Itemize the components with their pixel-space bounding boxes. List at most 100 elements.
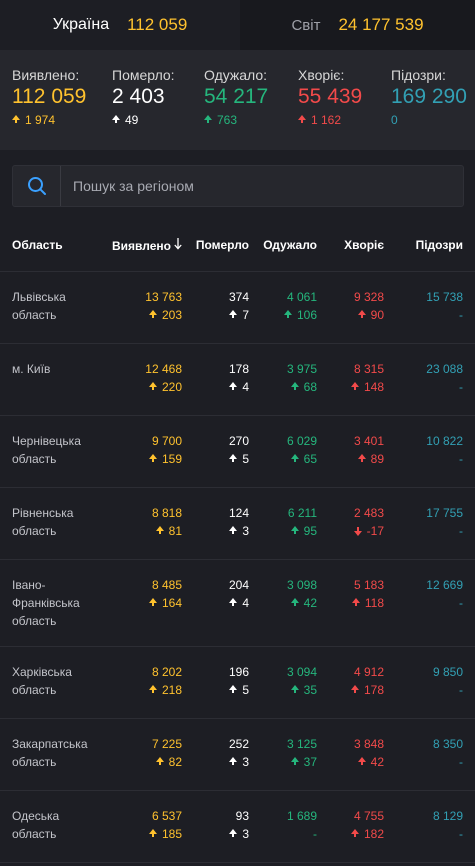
arrow-up-icon: [148, 382, 157, 392]
detected-cell: 7 225 82: [152, 735, 182, 771]
summary-sick: Хворіє: 55 439 1 162: [298, 67, 362, 127]
suspected-delta-value: -: [459, 524, 463, 538]
arrow-up-icon: [290, 685, 299, 695]
region-name: Рівненська область: [12, 506, 74, 538]
detected-delta: 220: [145, 378, 182, 396]
recovered-cell: 1 689 -: [287, 807, 317, 843]
suspected-cell: 17 755 -: [426, 504, 463, 540]
sick-value: 5 183: [353, 578, 384, 592]
detected-cell: 6 537 185: [148, 807, 182, 843]
sick-delta: 89: [354, 450, 384, 468]
sick-delta: -17: [353, 522, 384, 540]
table-body: Львівська область 13 763 203 374 7 4 061 106 9 …: [0, 272, 475, 863]
dead-delta: 4: [229, 378, 249, 396]
recovered-delta-value: 37: [303, 755, 317, 769]
summary-delta: 49: [112, 113, 175, 127]
recovered-delta: -: [287, 825, 317, 843]
arrow-up-icon: [350, 829, 359, 839]
sick-value: 8 315: [353, 362, 384, 376]
sick-value: 9 328: [353, 290, 384, 304]
recovered-delta-value: 106: [296, 308, 317, 322]
detected-delta: 185: [148, 825, 182, 843]
search-input[interactable]: [61, 178, 463, 194]
recovered-cell: 4 061 106: [283, 288, 317, 324]
tab-ukraine[interactable]: Україна 112 059: [0, 0, 240, 50]
summary-delta-value: 763: [217, 113, 238, 127]
header-suspected[interactable]: Підозри: [415, 238, 463, 252]
table-row[interactable]: Одеська область 6 537 185 93 3 1 689-4 755 182…: [0, 791, 475, 863]
detected-value: 6 537: [151, 809, 182, 823]
suspected-delta: -: [433, 825, 463, 843]
summary-value: 112 059: [12, 85, 87, 108]
recovered-value: 6 211: [287, 506, 317, 520]
suspected-delta-value: -: [459, 308, 463, 322]
header-recovered[interactable]: Одужало: [263, 238, 317, 252]
detected-value: 8 818: [151, 506, 182, 520]
recovered-delta-value: -: [313, 827, 317, 841]
arrow-up-icon: [298, 115, 306, 125]
recovered-delta-value: 42: [303, 596, 317, 610]
table-header: Область Виявлено Померло Одужало Хворіє …: [0, 222, 475, 272]
arrow-up-icon: [357, 310, 366, 320]
summary-delta: 1 162: [298, 113, 362, 127]
suspected-delta-value: -: [459, 755, 463, 769]
recovered-cell: 3 125 37: [287, 735, 317, 771]
regions-table: Область Виявлено Померло Одужало Хворіє …: [0, 222, 475, 863]
region-name: Івано-Франківська область: [12, 578, 80, 628]
search-icon[interactable]: [13, 166, 61, 206]
summary-delta-value: 49: [125, 113, 139, 127]
arrow-up-icon: [283, 310, 292, 320]
table-row[interactable]: Рівненська область 8 818 81 124 3 6 211 95 2 48…: [0, 488, 475, 560]
arrow-up-icon: [290, 598, 299, 608]
arrow-up-icon: [148, 829, 157, 839]
detected-delta-value: 159: [161, 452, 182, 466]
table-row[interactable]: Івано-Франківська область 8 485 164 204 4 3 0…: [0, 560, 475, 647]
dead-cell: 196 5: [229, 663, 249, 699]
suspected-value: 8 129: [432, 809, 463, 823]
arrow-up-icon: [112, 115, 120, 125]
dead-delta: 5: [229, 450, 249, 468]
suspected-cell: 8 350 -: [433, 735, 463, 771]
recovered-delta-value: 65: [303, 452, 317, 466]
sick-cell: 8 315 148: [350, 360, 384, 396]
dead-delta: 4: [229, 594, 249, 612]
recovered-cell: 3 098 42: [287, 576, 317, 612]
recovered-delta-value: 35: [303, 683, 317, 697]
suspected-delta: -: [426, 594, 463, 612]
summary-label: Підозри:: [391, 67, 446, 83]
recovered-value: 3 098: [286, 578, 317, 592]
sick-delta: 118: [351, 594, 384, 612]
header-dead[interactable]: Померло: [195, 238, 249, 252]
summary-dead: Померло: 2 403 49: [112, 67, 175, 127]
arrow-down-icon: [353, 526, 362, 536]
arrow-up-icon: [290, 454, 299, 464]
table-row[interactable]: Чернівецька область 9 700 159 270 5 6 029 65 3 …: [0, 416, 475, 488]
detected-delta: 203: [145, 306, 182, 324]
sick-delta-value: 42: [370, 755, 384, 769]
sick-delta-value: 90: [370, 308, 384, 322]
summary-value: 2 403: [112, 85, 165, 108]
suspected-cell: 9 850 -: [433, 663, 463, 699]
sick-cell: 4 755 182: [350, 807, 384, 843]
detected-delta: 81: [152, 522, 182, 540]
dead-cell: 270 5: [229, 432, 249, 468]
summary-panel: Виявлено: 112 059 1 974 Померло: 2 403 49 Одуж…: [0, 50, 475, 150]
table-row[interactable]: Харківська область 8 202 218 196 5 3 094 35 4 9…: [0, 647, 475, 719]
table-row[interactable]: Закарпатська область 7 225 82 252 3 3 125 37 3 …: [0, 719, 475, 791]
region-name: Львівська область: [12, 290, 66, 322]
header-detected[interactable]: Виявлено: [112, 238, 182, 253]
header-sick[interactable]: Хворіє: [344, 238, 384, 252]
dead-value: 93: [235, 809, 249, 823]
table-row[interactable]: м. Київ 12 468 220 178 4 3 975 68 8 315 148 23 08…: [0, 344, 475, 416]
tab-world[interactable]: Світ 24 177 539: [240, 0, 475, 50]
dead-delta-value: 4: [242, 380, 249, 394]
detected-cell: 8 818 81: [152, 504, 182, 540]
header-region[interactable]: Область: [12, 238, 63, 252]
arrow-up-icon: [229, 829, 238, 839]
dead-delta-value: 5: [242, 452, 249, 466]
dead-cell: 178 4: [229, 360, 249, 396]
sick-value: 3 848: [353, 737, 384, 751]
table-row[interactable]: Львівська область 13 763 203 374 7 4 061 106 9 …: [0, 272, 475, 344]
sort-desc-icon: [174, 238, 182, 253]
dead-value: 374: [228, 290, 249, 304]
